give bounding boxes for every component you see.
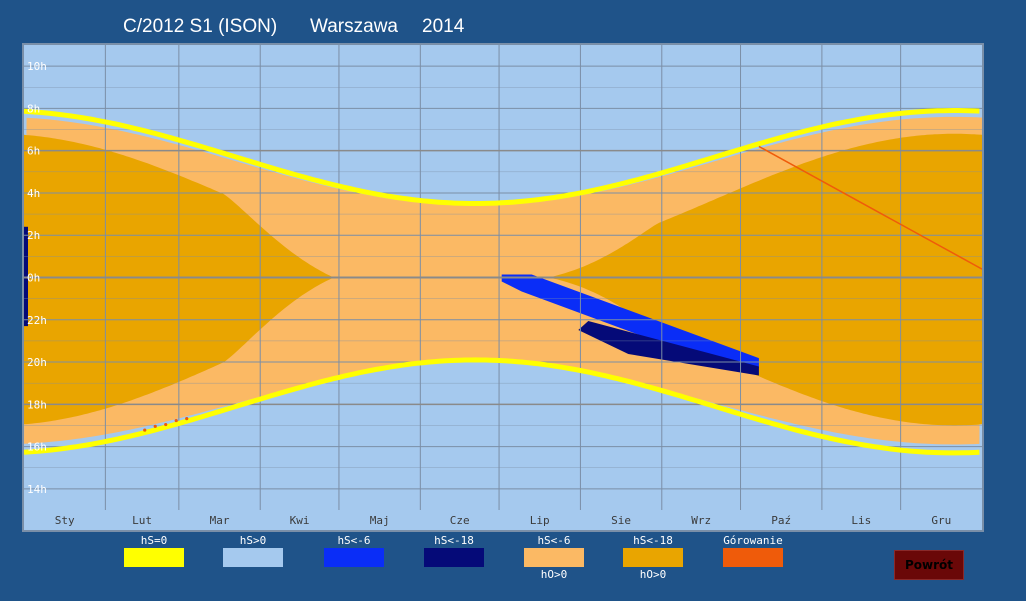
y-tick-label: 2h — [27, 229, 40, 242]
comet-visibility-january — [24, 226, 28, 327]
legend-swatch — [124, 548, 184, 567]
y-tick-label: 20h — [27, 356, 47, 369]
culmination-dot — [143, 428, 147, 432]
month-label: Gru — [931, 514, 951, 527]
legend-item: Górowanie — [722, 534, 784, 567]
night-band-autumn-winter — [548, 133, 982, 426]
y-tick-label: 10h — [27, 60, 47, 73]
y-tick-label: 16h — [27, 441, 47, 454]
culmination-dot — [153, 424, 157, 428]
y-tick-label: 18h — [27, 398, 47, 411]
month-label: Kwi — [290, 514, 310, 527]
month-axis-bg — [24, 510, 982, 530]
legend-swatch — [223, 548, 283, 567]
legend-swatch — [524, 548, 584, 567]
chart-frame: 14h 16h 18h 20h 22h 0h 2h 4h 6h 8h 10h Sty Lut Mar Kwi… — [22, 43, 984, 532]
visibility-chart: 14h 16h 18h 20h 22h 0h 2h 4h 6h 8h 10h Sty Lut Mar Kwi… — [24, 45, 982, 530]
y-tick-label: 4h — [27, 187, 40, 200]
legend-item: hS>0 — [222, 534, 284, 567]
y-tick-label: 22h — [27, 314, 47, 327]
legend-swatch — [723, 548, 783, 567]
y-tick-label: 14h — [27, 483, 47, 496]
comet-visibility-twilight — [501, 274, 759, 369]
y-tick-label: 6h — [27, 145, 40, 158]
legend-item: hS<-6 hO>0 — [523, 534, 585, 582]
culmination-line — [758, 145, 982, 270]
legend-swatch — [623, 548, 683, 567]
month-label: Paź — [771, 514, 791, 527]
legend-item: hS<-6 — [323, 534, 385, 567]
culmination-dot — [174, 418, 178, 423]
culmination-dot — [185, 417, 189, 421]
legend-label: hS>0 — [239, 534, 267, 547]
legend-item: hS=0 — [123, 534, 185, 567]
legend-label: hS<-18 — [434, 534, 474, 547]
month-label: Sty — [55, 514, 75, 527]
legend-label: hS=0 — [140, 534, 168, 547]
back-button[interactable]: Powrót — [894, 550, 964, 580]
month-label: Lut — [132, 514, 152, 527]
city-name: Warszawa — [310, 16, 398, 37]
comet-name: C/2012 S1 (ISON) — [123, 16, 278, 37]
legend-label: hS<-6 — [537, 534, 571, 547]
month-label: Sie — [611, 514, 631, 527]
year: 2014 — [422, 16, 465, 37]
sunrise-line — [24, 108, 980, 206]
legend-sublabel: hO>0 — [540, 568, 568, 581]
legend-sublabel: hO>0 — [639, 568, 667, 581]
month-label: Lis — [851, 514, 871, 527]
legend-label: Górowanie — [723, 534, 783, 547]
legend-swatch — [424, 548, 484, 567]
month-label: Mar — [210, 514, 230, 527]
sunset-line — [24, 357, 980, 456]
legend-item: hS<-18 — [423, 534, 485, 567]
culmination-dot — [164, 422, 168, 427]
y-tick-label: 8h — [27, 102, 40, 115]
month-label: Wrz — [691, 514, 711, 527]
legend-label: hS<-6 — [337, 534, 371, 547]
month-label: Maj — [370, 514, 390, 527]
legend-swatch — [324, 548, 384, 567]
month-label: Cze — [450, 514, 470, 527]
legend-item: hS<-18 hO>0 — [622, 534, 684, 582]
legend-label: hS<-18 — [633, 534, 673, 547]
month-label: Lip — [530, 514, 550, 527]
y-tick-label: 0h — [27, 272, 40, 285]
